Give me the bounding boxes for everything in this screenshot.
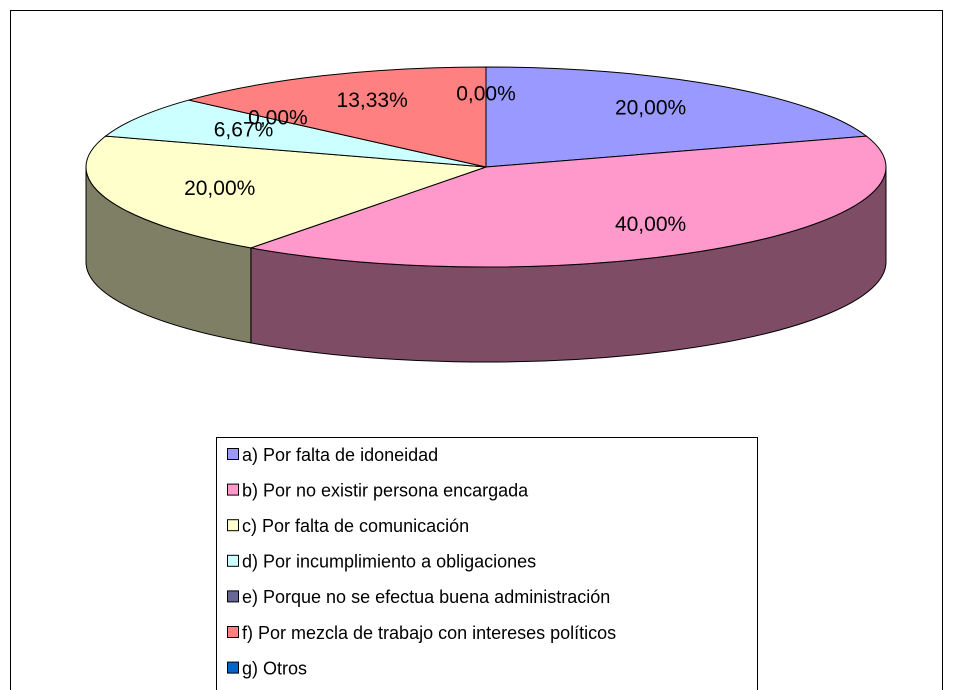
data-label: 40,00% xyxy=(615,213,686,236)
pie-slice xyxy=(248,135,887,268)
legend-box xyxy=(216,437,758,690)
data-label: 13,33% xyxy=(337,89,408,112)
legend-label: d) Por incumplimiento a obligaciones xyxy=(242,552,536,572)
data-label: 0,00% xyxy=(248,106,308,129)
pie-slice xyxy=(104,99,487,168)
legend-label: c) Por falta de comunicación xyxy=(242,516,469,536)
legend-swatch xyxy=(227,626,239,638)
legend: a) Por falta de idoneidad b) Por no exist… xyxy=(227,445,616,678)
data-labels: 20,00%40,00%20,00%6,67%0,00%13,33% 0,00% xyxy=(184,83,686,236)
legend-swatch xyxy=(227,483,239,496)
pie-slice xyxy=(85,135,487,249)
legend-swatch xyxy=(227,590,239,603)
legend-label: b) Por no existir persona encargada xyxy=(242,480,529,500)
legend-label: e) Porque no se efectua buena administra… xyxy=(242,587,610,607)
legend-label: g) Otros xyxy=(242,658,307,678)
legend-swatch xyxy=(227,519,239,532)
pie-slice xyxy=(485,66,868,168)
data-label: 20,00% xyxy=(184,177,255,200)
pie-tops xyxy=(85,66,887,268)
data-label: 6,67% xyxy=(214,119,274,142)
data-label: 20,00% xyxy=(615,96,686,119)
legend-swatch xyxy=(227,554,239,567)
data-label: 0,00% xyxy=(456,83,516,106)
legend-swatch xyxy=(227,448,239,460)
legend-label: a) Por falta de idoneidad xyxy=(242,445,438,465)
legend-label: f) Por mezcla de trabajo con intereses p… xyxy=(242,623,616,643)
legend-swatch xyxy=(227,661,239,674)
pie-slice xyxy=(188,66,487,168)
